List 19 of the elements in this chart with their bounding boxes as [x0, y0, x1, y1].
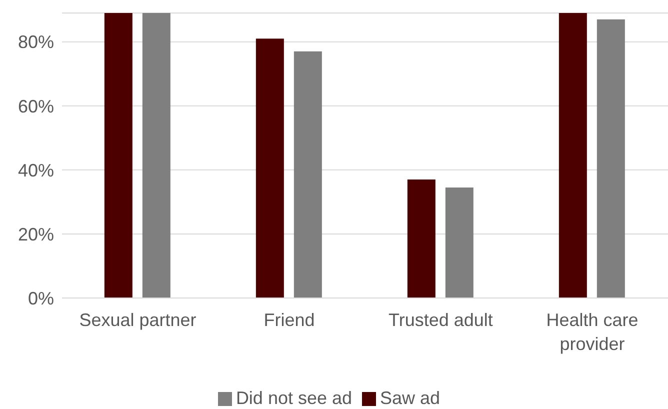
y-tick-label: 40%: [18, 160, 54, 180]
x-tick-label: Friend: [264, 310, 315, 330]
x-tick-label: Health care provider: [546, 310, 638, 354]
bar: [142, 13, 170, 298]
x-tick-label: Trusted adult: [388, 310, 493, 330]
bar: [294, 51, 322, 298]
bar: [104, 13, 132, 298]
y-tick-label: 20%: [18, 224, 54, 244]
bar: [256, 38, 284, 298]
y-tick-label: 60%: [18, 96, 54, 116]
y-tick-label: 0%: [28, 288, 54, 308]
bar: [596, 19, 625, 298]
bar: [558, 13, 587, 298]
y-tick-label: 80%: [18, 32, 54, 52]
legend-label: Did not see ad: [236, 388, 352, 408]
legend-label: Saw ad: [380, 388, 440, 408]
x-tick-label: Sexual partner: [79, 310, 196, 330]
bar: [445, 188, 474, 298]
bar: [407, 180, 436, 298]
